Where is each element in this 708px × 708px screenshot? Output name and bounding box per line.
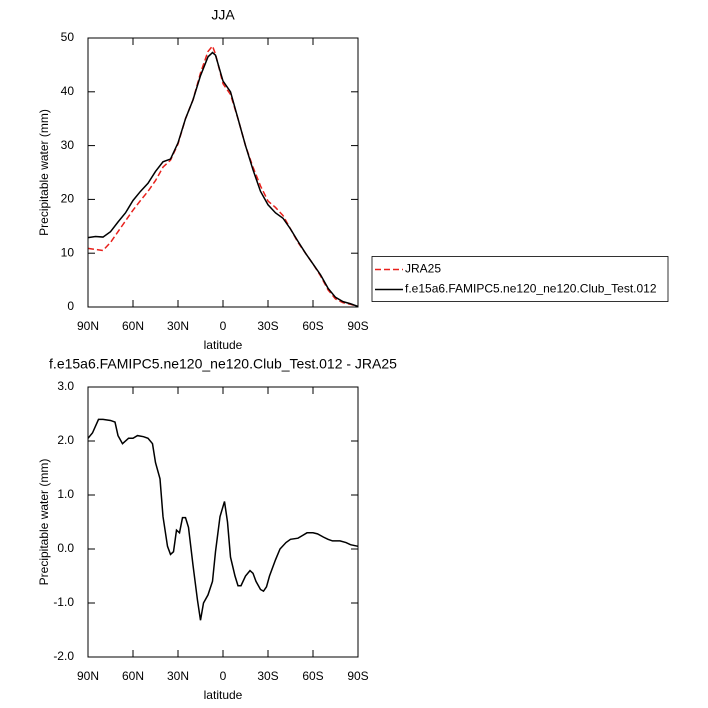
y-tick-label: 1.0 — [57, 487, 74, 501]
x-tick-label: 90S — [347, 669, 368, 683]
y-tick-label: -2.0 — [53, 649, 74, 663]
x-tick-label: 90S — [347, 319, 368, 333]
x-tick-label: 30N — [167, 319, 189, 333]
y-tick-label: 0 — [67, 299, 74, 313]
x-tick-label: 60N — [122, 669, 144, 683]
y-tick-label: 40 — [61, 84, 75, 98]
legend-label: JRA25 — [405, 262, 441, 276]
x-tick-label: 60S — [302, 319, 323, 333]
x-tick-label: 30S — [257, 319, 278, 333]
data-line — [87, 44, 359, 308]
legend-label: f.e15a6.FAMIPC5.ne120_ne120.Club_Test.01… — [405, 282, 657, 296]
plot-frame — [87, 37, 359, 308]
plot-frame — [87, 386, 359, 658]
y-axis-label: Precipitable water (mm) — [37, 109, 51, 236]
x-axis-label: latitude — [204, 688, 243, 702]
x-axis-label: latitude — [204, 338, 243, 352]
y-tick-label: -1.0 — [53, 595, 74, 609]
x-tick-label: 30N — [167, 669, 189, 683]
y-tick-label: 3.0 — [57, 379, 74, 393]
y-tick-label: 30 — [61, 138, 75, 152]
data-line — [87, 51, 359, 308]
x-tick-label: 0 — [220, 669, 227, 683]
y-tick-label: 10 — [61, 245, 75, 259]
x-tick-label: 60S — [302, 669, 323, 683]
x-tick-label: 90N — [77, 669, 99, 683]
y-tick-label: 0.0 — [57, 541, 74, 555]
y-tick-label: 20 — [61, 192, 75, 206]
chart-title: f.e15a6.FAMIPC5.ne120_ne120.Club_Test.01… — [49, 356, 397, 372]
x-tick-label: 30S — [257, 669, 278, 683]
x-tick-label: 60N — [122, 319, 144, 333]
x-tick-label: 90N — [77, 319, 99, 333]
y-tick-label: 50 — [61, 30, 75, 44]
data-line — [87, 418, 359, 621]
chart-title: JJA — [211, 7, 235, 23]
y-tick-label: 2.0 — [57, 433, 74, 447]
x-tick-label: 0 — [220, 319, 227, 333]
y-axis-label: Precipitable water (mm) — [37, 459, 51, 586]
legend-box — [371, 256, 669, 302]
